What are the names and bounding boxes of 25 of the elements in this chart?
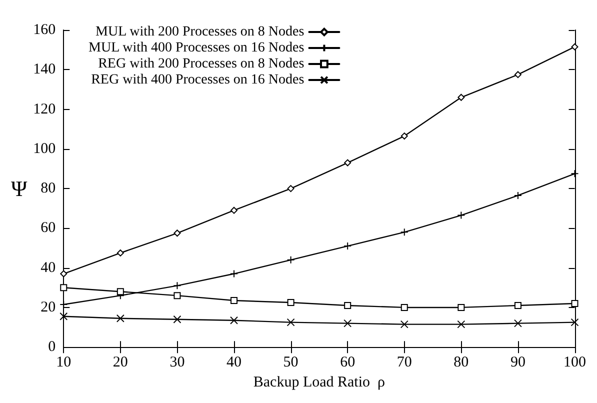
y-axis-title: Ψ [10, 176, 28, 202]
x-tick-label: 30 [170, 354, 185, 371]
x-tick-label: 60 [340, 354, 356, 371]
x-tick-label: 100 [564, 354, 586, 371]
legend-label: MUL with 400 Processes on 16 Nodes [88, 40, 304, 56]
legend-label: REG with 200 Processes on 8 Nodes [98, 56, 304, 72]
x-tick-label: 80 [454, 354, 469, 371]
x-tick-label: 10 [56, 354, 72, 371]
y-tick-label: 140 [33, 62, 56, 78]
y-tick-label: 40 [40, 260, 56, 276]
legend-label: REG with 400 Processes on 16 Nodes [91, 72, 304, 88]
y-tick-label: 0 [48, 339, 56, 356]
y-tick-label: 160 [33, 22, 56, 38]
x-tick-label: 50 [283, 354, 298, 371]
y-tick-label: 100 [33, 140, 56, 157]
legend-label: MUL with 200 Processes on 8 Nodes [96, 24, 304, 40]
x-tick-label: 90 [510, 354, 526, 371]
x-tick-label: 40 [226, 354, 242, 371]
x-tick-label: 70 [396, 354, 412, 371]
y-tick-label: 80 [40, 180, 56, 197]
y-tick-label: 20 [40, 299, 56, 316]
x-axis-title: Backup Load Ratio ρ [253, 374, 386, 390]
y-tick-label: 120 [33, 101, 56, 118]
y-tick-label: 60 [40, 220, 56, 236]
x-tick-label: 20 [112, 354, 128, 371]
